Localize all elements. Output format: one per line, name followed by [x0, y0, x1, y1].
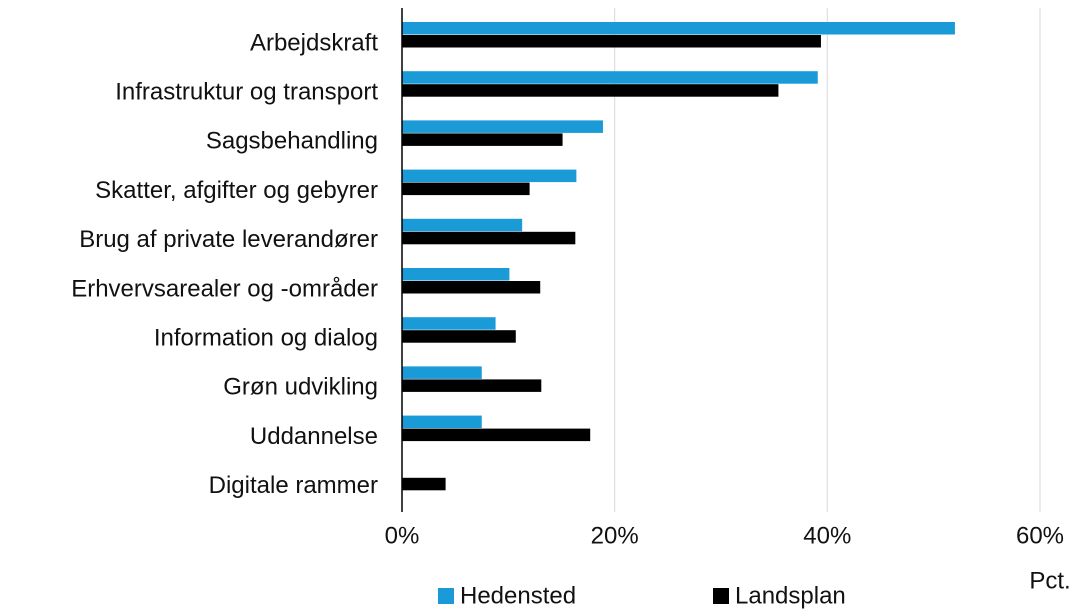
x-axis-label: Pct. [1029, 567, 1070, 594]
bar [402, 415, 482, 429]
bar [402, 317, 496, 330]
bar [402, 84, 779, 97]
bar [402, 22, 955, 35]
bar [402, 35, 821, 48]
bar [402, 330, 516, 343]
bar [402, 71, 818, 84]
legend-swatch [713, 588, 729, 604]
y-tick-label: Sagsbehandling [206, 128, 378, 155]
y-tick-label: Erhvervsarealer og -områder [71, 275, 378, 302]
bar [402, 428, 591, 442]
y-tick-label: Uddannelse [250, 423, 378, 450]
bar [402, 231, 576, 245]
legend-label: Landsplan [735, 582, 846, 609]
y-tick-label: Digitale rammer [209, 472, 378, 499]
y-tick-label: Brug af private leverandører [79, 226, 378, 253]
x-tick-label: 20% [591, 522, 639, 549]
x-tick-label: 0% [385, 522, 420, 549]
bar [402, 182, 530, 196]
y-tick-label: Information og dialog [154, 325, 378, 352]
bar [402, 477, 446, 491]
bar [402, 169, 577, 183]
bar [402, 120, 603, 133]
x-tick-label: 40% [803, 522, 851, 549]
bar [402, 268, 510, 281]
x-tick-label: 60% [1016, 522, 1064, 549]
bar [402, 133, 563, 146]
bar [402, 218, 523, 232]
bar [402, 379, 542, 392]
legend-label: Hedensted [460, 582, 576, 609]
bar [402, 281, 541, 294]
legend-swatch [438, 588, 454, 604]
bar [402, 366, 482, 379]
y-tick-label: Skatter, afgifter og gebyrer [95, 177, 378, 204]
y-tick-label: Arbejdskraft [250, 29, 378, 56]
y-tick-label: Infrastruktur og transport [115, 79, 378, 106]
y-tick-label: Grøn udvikling [223, 374, 378, 401]
